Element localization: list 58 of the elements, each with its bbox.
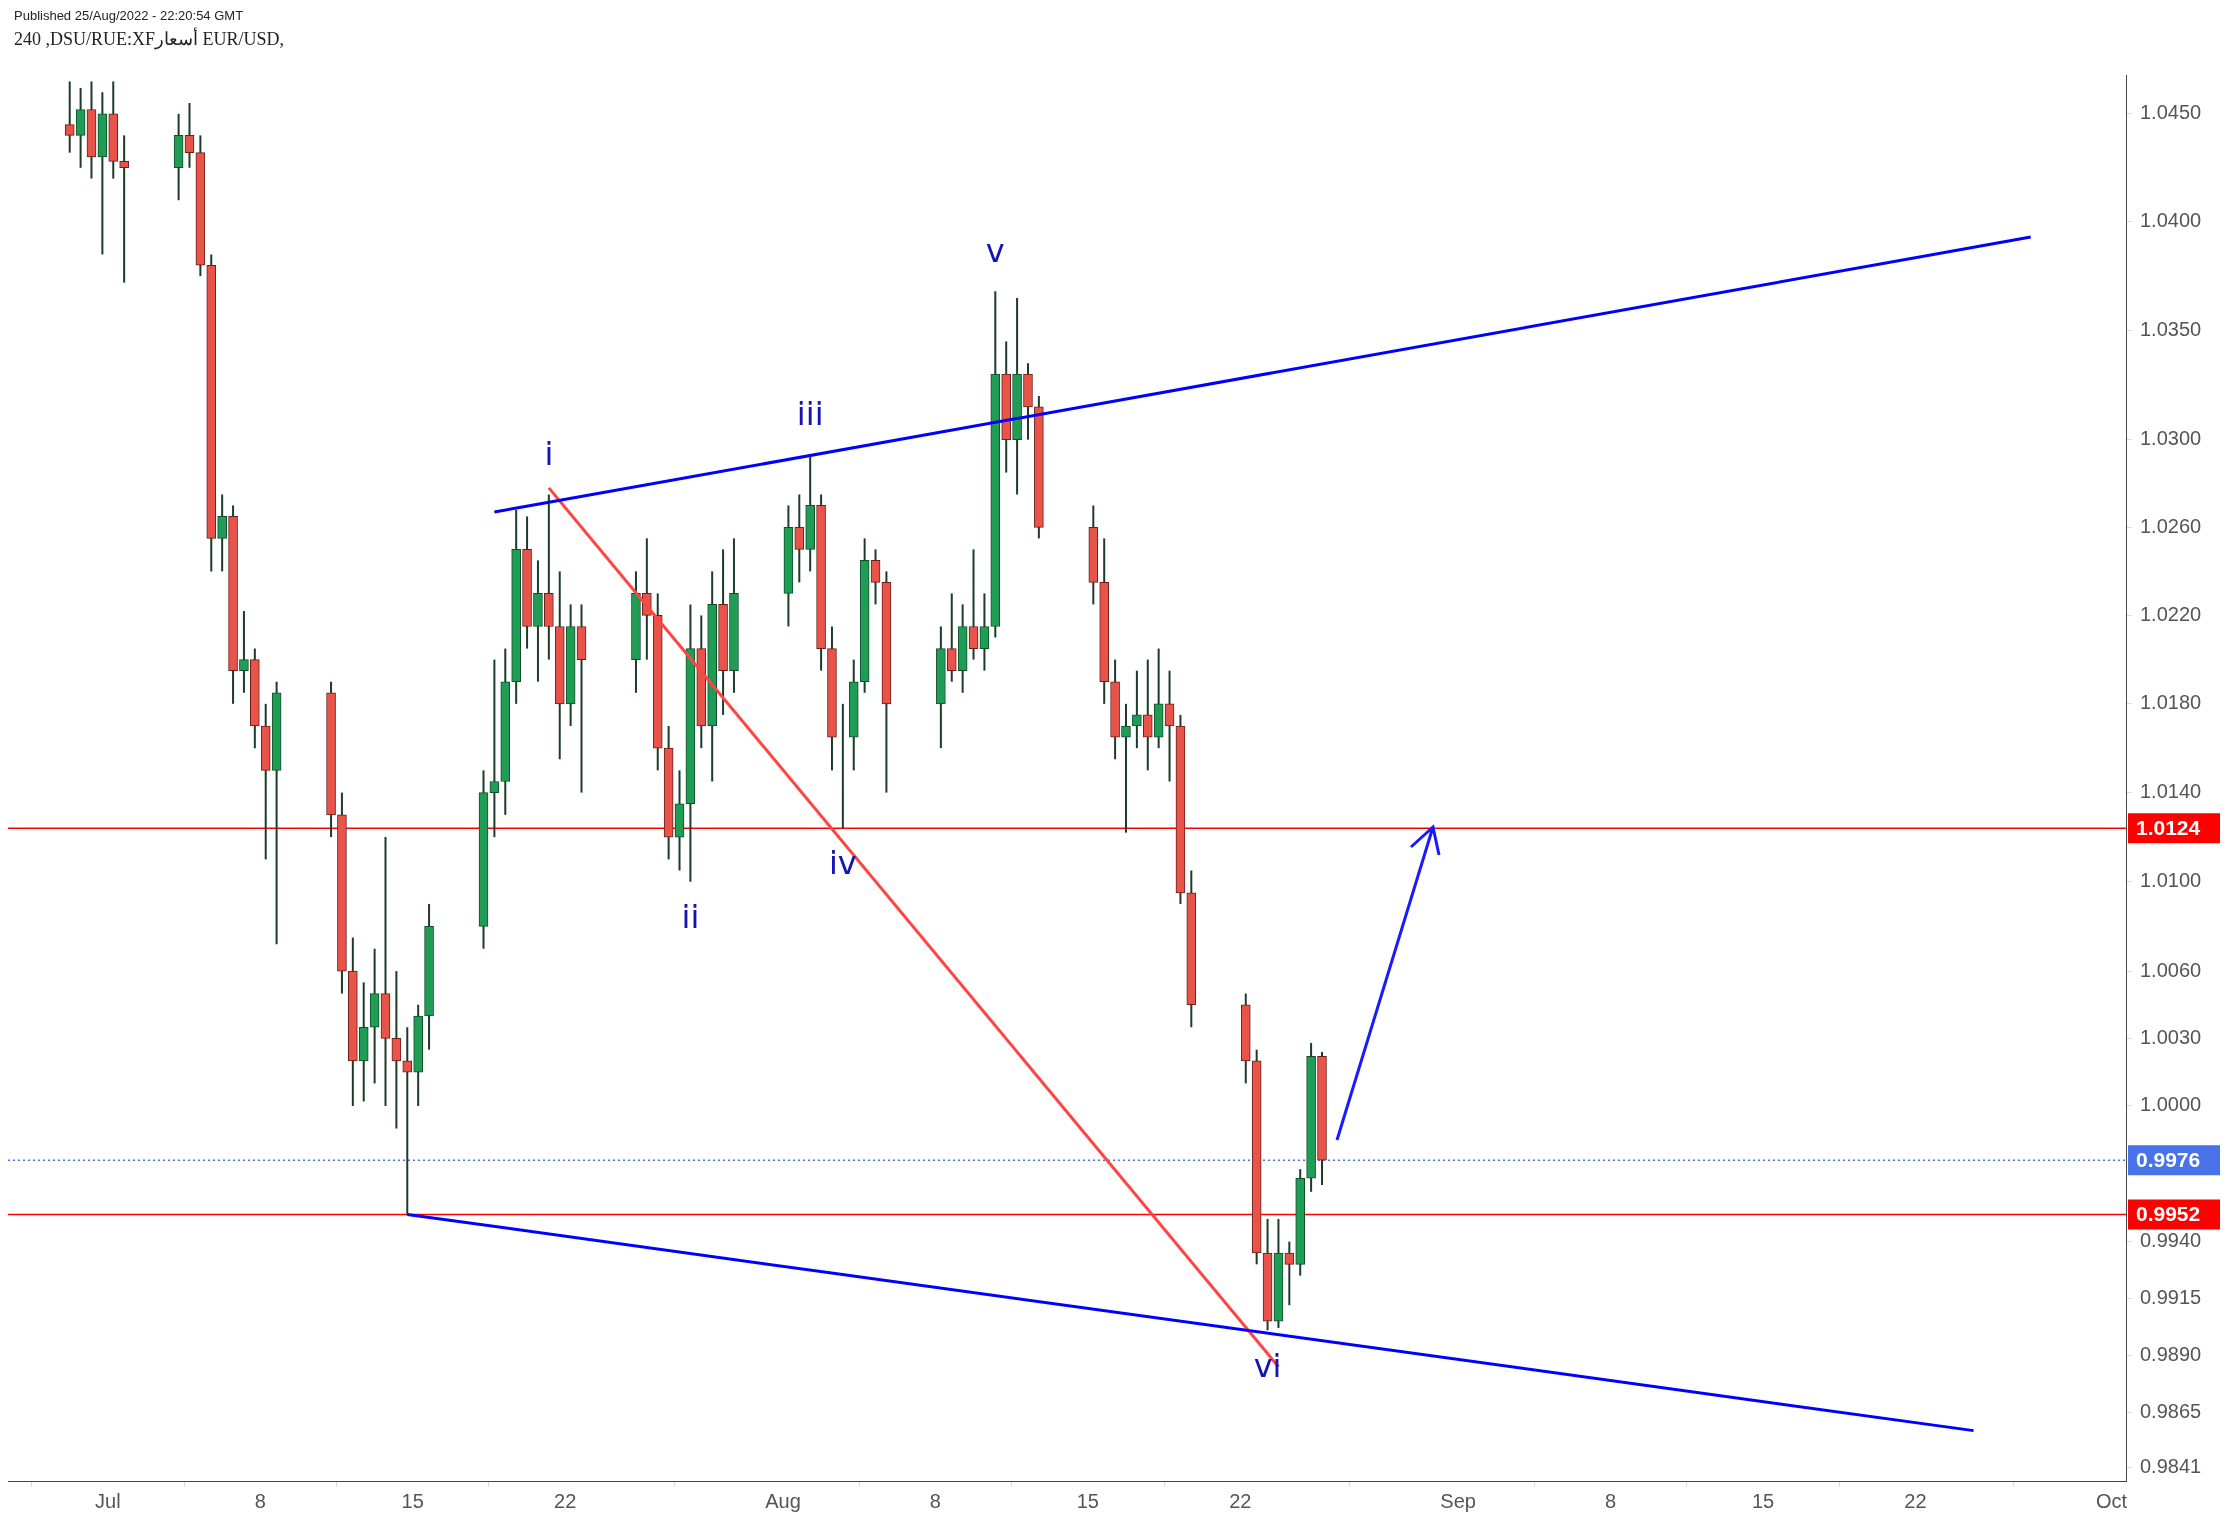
chart-title: 240 ,DSU/RUE:XFأسعار EUR/USD, [14, 28, 285, 50]
candlestick [1121, 702, 1131, 834]
y-tick-label: 1.0140 [2140, 780, 2202, 803]
ref-line-label: 0.9952 [2136, 1202, 2201, 1226]
annotation: iii [796, 395, 824, 434]
candlestick [184, 102, 195, 169]
candlestick [391, 970, 402, 1130]
y-tick-label: 0.9915 [2140, 1285, 2202, 1308]
y-tick-label: 1.0180 [2140, 691, 2202, 714]
annotation: iv [828, 844, 857, 883]
y-tick-label: 0.9865 [2140, 1399, 2202, 1422]
annotation: v [985, 231, 1005, 270]
candlestick [239, 610, 249, 694]
candlestick [968, 548, 979, 661]
annotation: vi [1253, 1346, 1282, 1385]
candlestick [794, 493, 805, 584]
y-tick-label: 0.9841 [2140, 1454, 2202, 1477]
candlestick [1284, 1240, 1295, 1307]
y-tick-label: 1.0400 [2140, 209, 2202, 232]
y-tick-label: 0.9890 [2140, 1342, 2202, 1365]
candlestick [119, 134, 129, 284]
y-tick-label: 1.0060 [2140, 958, 2202, 981]
y-tick-label: 1.0260 [2140, 514, 2202, 537]
ref-line-label: 0.9976 [2136, 1147, 2201, 1171]
x-tick-label: 22 [1229, 1489, 1252, 1512]
annotation: ii [681, 898, 700, 936]
y-tick-label: 0.9940 [2140, 1229, 2202, 1252]
x-tick-label: Sep [1440, 1489, 1476, 1512]
annotation: i [544, 434, 554, 473]
candlestick [1132, 669, 1142, 750]
y-tick-label: 1.0450 [2140, 101, 2202, 124]
candlestick [946, 592, 957, 683]
x-tick-label: 8 [929, 1489, 941, 1512]
x-tick-label: Jul [95, 1489, 121, 1512]
candlestick [1142, 658, 1153, 772]
y-tick-label: 1.0100 [2140, 869, 2202, 892]
x-tick-label: 15 [1751, 1489, 1775, 1512]
ref-line-label: 1.0124 [2136, 815, 2201, 839]
candlestick [64, 80, 75, 154]
x-tick-label: 22 [554, 1489, 577, 1512]
candlestick [402, 1026, 413, 1216]
candlestick [870, 548, 881, 606]
candlestick [217, 493, 227, 573]
x-tick-label: 15 [401, 1489, 424, 1512]
y-tick-label: 1.0000 [2140, 1093, 2202, 1116]
y-tick-label: 1.0300 [2140, 427, 2202, 450]
y-tick-label: 1.0350 [2140, 318, 2202, 341]
x-tick-label: 22 [1904, 1489, 1927, 1512]
x-tick-label: Aug [765, 1489, 801, 1512]
text: Published 25/Aug/2022 - 22:20:54 GMT [14, 8, 244, 23]
x-tick-label: 15 [1076, 1489, 1099, 1512]
candlestick [979, 592, 990, 672]
x-tick-label: 8 [1605, 1489, 1617, 1512]
y-tick-label: 1.0220 [2140, 602, 2202, 625]
x-tick-label: 8 [254, 1489, 266, 1512]
y-tick-label: 1.0030 [2140, 1025, 2202, 1048]
x-tick-label: Oct [2095, 1489, 2128, 1512]
candlestick [489, 658, 500, 839]
